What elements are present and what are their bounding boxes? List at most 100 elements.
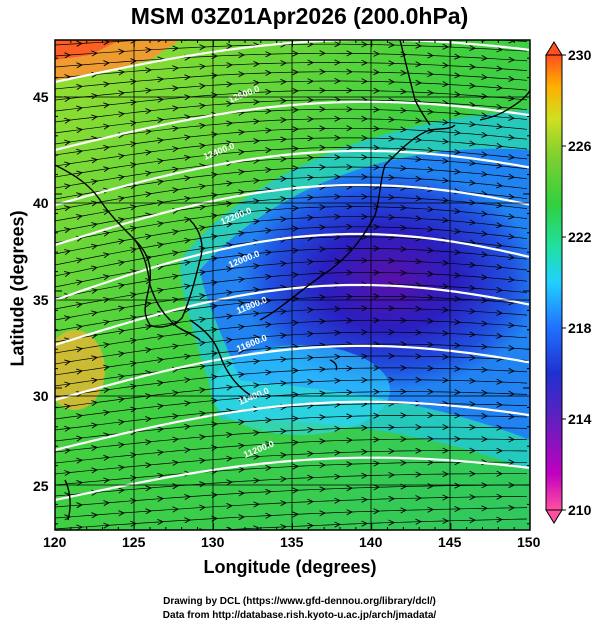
wind-arrow: [400, 107, 408, 114]
wind-arrow: [292, 415, 300, 422]
wind-arrow: [361, 424, 369, 431]
wind-arrow: [265, 227, 273, 234]
wind-arrow: [130, 406, 138, 413]
wind-arrow: [118, 153, 126, 160]
wind-arrow: [373, 388, 381, 395]
wind-arrow: [388, 78, 396, 85]
wind-arrow: [145, 278, 153, 285]
wind-arrow: [184, 283, 192, 290]
wind-arrow: [130, 162, 138, 169]
wind-arrow: [118, 487, 126, 494]
wind-arrow: [400, 126, 408, 133]
wind-arrow: [373, 460, 381, 467]
wind-arrow: [319, 125, 327, 132]
wind-arrow: [307, 474, 315, 481]
wind-arrow: [91, 178, 99, 185]
wind-arrow: [145, 170, 153, 177]
wind-arrow: [415, 117, 423, 124]
wind-arrow: [157, 76, 165, 83]
wind-arrow: [481, 366, 489, 373]
wind-arrow: [103, 296, 111, 303]
x-tick-label: 140: [359, 534, 383, 550]
wind-arrow: [415, 329, 423, 336]
wind-arrow: [334, 329, 342, 336]
wind-arrow: [172, 229, 180, 236]
wind-arrow: [292, 165, 300, 172]
wind-arrow: [442, 119, 450, 126]
wind-arrow: [199, 316, 207, 323]
wind-arrow: [238, 189, 246, 196]
wind-arrow: [454, 505, 462, 513]
wind-arrow: [253, 138, 261, 145]
wind-arrow: [415, 136, 423, 143]
wind-arrow: [415, 518, 423, 525]
wind-arrow: [373, 364, 381, 372]
wind-arrow: [184, 353, 192, 360]
wind-arrow: [415, 156, 423, 163]
wind-arrow: [427, 341, 435, 348]
wind-arrow: [265, 249, 273, 256]
wind-arrow: [373, 69, 381, 76]
wind-arrow: [199, 183, 207, 190]
wind-arrow: [508, 504, 516, 511]
wind-arrow: [319, 204, 327, 211]
wind-arrow: [334, 377, 342, 384]
wind-arrow: [307, 522, 315, 529]
wind-arrow: [347, 33, 352, 38]
wind-arrow: [469, 494, 477, 501]
wind-arrow: [346, 144, 354, 151]
wind-arrow: [508, 193, 516, 200]
wind-arrow: [481, 297, 489, 304]
wind-arrow: [265, 88, 273, 95]
wind-arrow: [76, 213, 84, 220]
wind-arrow: [319, 318, 327, 325]
wind-arrow: [481, 40, 487, 43]
wind-arrow: [199, 481, 207, 488]
wind-arrow: [118, 238, 126, 245]
wind-arrow: [91, 422, 99, 429]
wind-arrow: [508, 345, 516, 352]
wind-arrow: [373, 144, 381, 151]
wind-arrow: [280, 428, 288, 435]
wind-arrow: [172, 250, 180, 257]
wind-arrow: [346, 68, 354, 75]
wind-arrow: [346, 50, 354, 57]
wind-arrow: [400, 204, 408, 211]
wind-arrow: [253, 79, 261, 86]
wind-arrow: [172, 166, 180, 173]
wind-arrow: [361, 448, 369, 455]
y-tick-label: 35: [33, 292, 49, 308]
wind-arrow: [280, 136, 288, 143]
wind-arrow: [508, 413, 516, 420]
wind-arrow: [184, 74, 192, 81]
wind-arrow: [319, 414, 327, 421]
wind-arrow: [199, 44, 207, 51]
wind-arrow: [454, 168, 462, 175]
wind-arrow: [103, 102, 111, 109]
wind-arrow: [427, 388, 435, 395]
wind-arrow: [292, 145, 300, 152]
wind-arrow: [307, 258, 315, 265]
wind-arrow: [292, 225, 300, 232]
wind-arrow: [226, 81, 234, 88]
wind-arrow: [427, 147, 435, 154]
wind-arrow: [334, 193, 342, 200]
wind-arrow: [76, 457, 84, 464]
wind-arrow: [481, 251, 489, 258]
wind-arrow: [172, 45, 180, 52]
wind-arrow: [172, 125, 180, 132]
wind-arrow: [427, 294, 435, 301]
wind-arrow: [454, 129, 462, 136]
wind-arrow: [157, 242, 165, 249]
wind-arrow: [334, 449, 342, 456]
wind-arrow: [118, 195, 126, 202]
wind-arrow: [172, 343, 180, 350]
wind-arrow: [130, 78, 138, 85]
wind-arrow: [172, 506, 180, 513]
wind-arrow: [346, 106, 354, 113]
wind-arrow: [508, 254, 516, 261]
wind-arrow: [319, 224, 327, 231]
wind-arrow: [157, 137, 165, 144]
wind-arrow: [361, 115, 369, 122]
wind-arrow: [373, 50, 381, 57]
